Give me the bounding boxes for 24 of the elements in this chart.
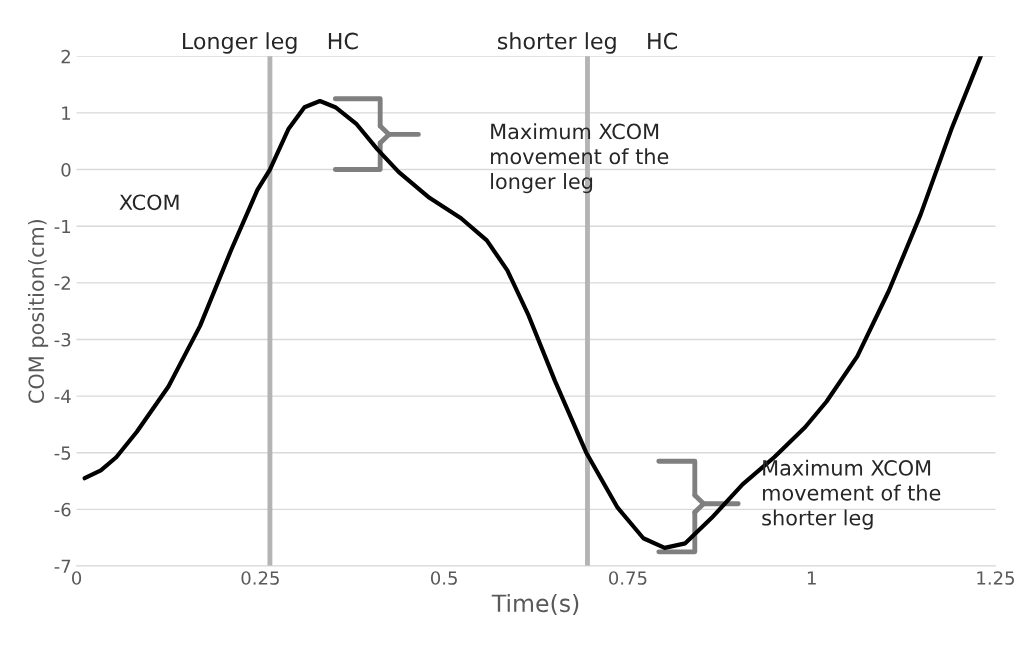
y-tick-label: -2 [54, 276, 70, 290]
ref-line-label: shorter leg HC [497, 32, 677, 54]
x-axis-title: Time(s) [491, 593, 579, 615]
ref-line-label: Longer leg HC [183, 32, 358, 54]
y-tick-label: 2 [61, 49, 70, 64]
annotation: Maximum XCOM movement of the shorter leg [762, 459, 941, 530]
y-tick-label: 1 [62, 106, 71, 120]
annotation: XCOM [119, 194, 179, 211]
y-tick-label: -3 [54, 332, 71, 347]
y-tick-label: -6 [54, 502, 71, 517]
y-tick-label: -5 [54, 446, 71, 460]
x-tick-label: 0.75 [609, 571, 647, 585]
x-tick-label: 0.5 [430, 571, 457, 585]
y-tick-label: -4 [54, 389, 71, 403]
x-tick-label: 1.25 [977, 571, 1014, 585]
y-tick-label: -7 [54, 559, 71, 573]
y-axis-title: COM position(cm) [27, 219, 49, 404]
line-series [82, 56, 983, 550]
x-tick-label: 1 [807, 571, 816, 585]
annotation: Maximum XCOM movement of the longer leg [491, 123, 669, 194]
y-tick-label: -1 [54, 219, 71, 234]
y-tick-label: 0 [61, 163, 71, 177]
x-tick-label: 0 [72, 571, 82, 585]
x-tick-label: 0.25 [241, 571, 279, 585]
